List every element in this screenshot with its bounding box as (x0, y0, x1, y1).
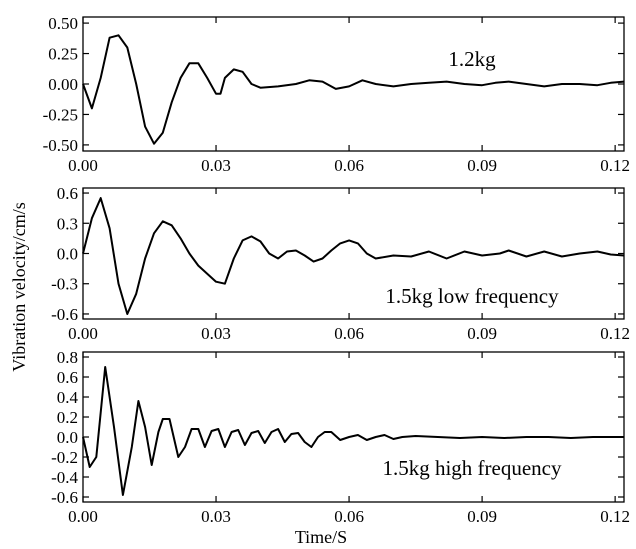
y-tick-label: 0.6 (57, 184, 78, 203)
x-tick-label: 0.00 (68, 156, 98, 175)
plot-frame (82, 351, 625, 503)
y-tick-label: -0.3 (51, 275, 78, 294)
x-tick-label: 0.09 (467, 507, 497, 526)
y-tick-label: -0.2 (51, 448, 78, 467)
y-tick-label: 0.3 (57, 214, 78, 233)
y-tick-label: -0.6 (51, 305, 78, 324)
panel-1: 0.00 0.03 0.06 0.09 0.12 0.50 0.25 0.00 -0.25 -0.… (43, 14, 630, 175)
panel-annotation: 1.5kg low frequency (385, 284, 559, 308)
panel-3: 0.00 0.03 0.06 0.09 0.120.80.60.40.20.0-0.2-… (51, 348, 630, 526)
y-tick-label: 0.8 (57, 348, 78, 367)
x-tick-label: 0.12 (600, 156, 630, 175)
y-tick-label: 0.4 (57, 388, 79, 407)
y-tick-label: -0.6 (51, 488, 78, 507)
x-tick-label: 0.00 (68, 324, 98, 343)
x-tick-label: 0.06 (334, 324, 364, 343)
y-tick-label: 0.50 (48, 14, 78, 33)
y-tick-label: 0.0 (57, 428, 78, 447)
x-tick-label: 0.09 (467, 156, 497, 175)
waveform-line (82, 34, 625, 145)
x-tick-label: 0.12 (600, 507, 630, 526)
chart-panels: 0.00 0.03 0.06 0.09 0.12 0.50 0.25 0.00 -0.25 -0.… (43, 14, 630, 526)
y-tick-label: 0.00 (48, 75, 78, 94)
y-tick-label: -0.50 (43, 136, 78, 155)
waveform-line (82, 366, 624, 496)
x-tick-label: 0.06 (334, 156, 364, 175)
y-axis-label: Vibration velocity/cm/s (9, 202, 29, 371)
y-tick-label: 0.6 (57, 368, 78, 387)
x-tick-label: 0.00 (68, 507, 98, 526)
y-tick-label: 0.0 (57, 245, 78, 264)
y-tick-label: -0.4 (51, 468, 78, 487)
x-tick-label: 0.03 (201, 156, 231, 175)
panel-annotation: 1.5kg high frequency (382, 456, 562, 480)
x-tick-label: 0.03 (201, 507, 231, 526)
y-tick-label: 0.2 (57, 408, 78, 427)
y-tick-label: 0.25 (48, 45, 78, 64)
panel-annotation: 1.2kg (448, 47, 496, 71)
x-tick-label: 0.03 (201, 324, 231, 343)
x-axis-label: Time/S (295, 527, 347, 547)
y-tick-label: -0.25 (43, 105, 78, 124)
x-tick-label: 0.09 (467, 324, 497, 343)
waveform-line (82, 197, 625, 315)
x-tick-label: 0.06 (334, 507, 364, 526)
panel-2: 0.00 0.03 0.06 0.09 0.12 0.6 0.3 0.0 -0.3 -0.6 1.5… (51, 184, 630, 343)
x-tick-label: 0.12 (600, 324, 630, 343)
